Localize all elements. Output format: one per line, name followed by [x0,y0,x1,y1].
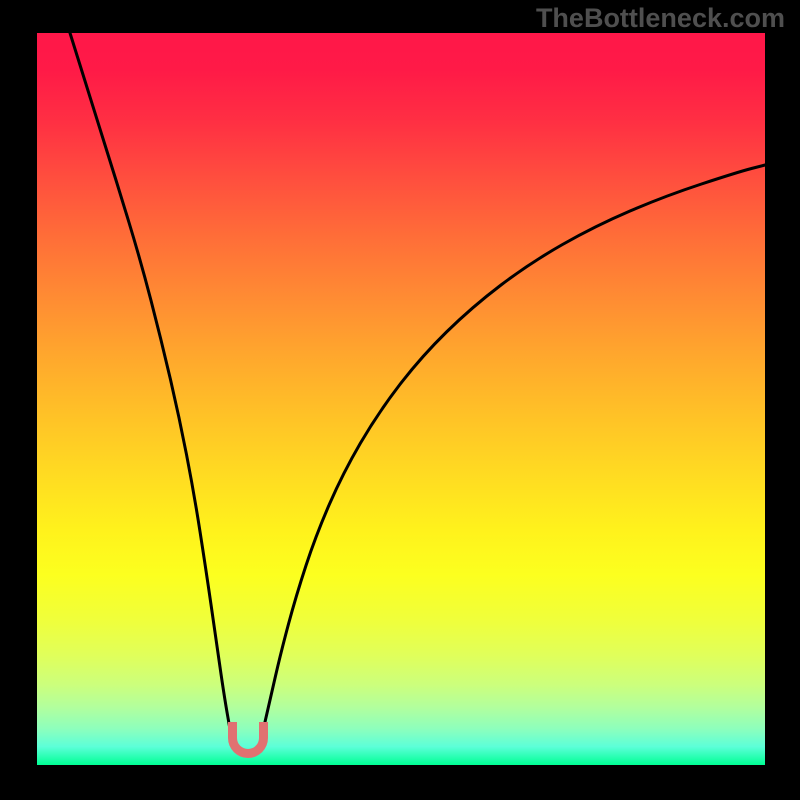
curve-right [262,165,765,735]
bottleneck-curves [0,0,800,800]
curve-left [70,33,231,735]
chart-container: TheBottleneck.com [0,0,800,800]
watermark-text: TheBottleneck.com [536,3,785,34]
